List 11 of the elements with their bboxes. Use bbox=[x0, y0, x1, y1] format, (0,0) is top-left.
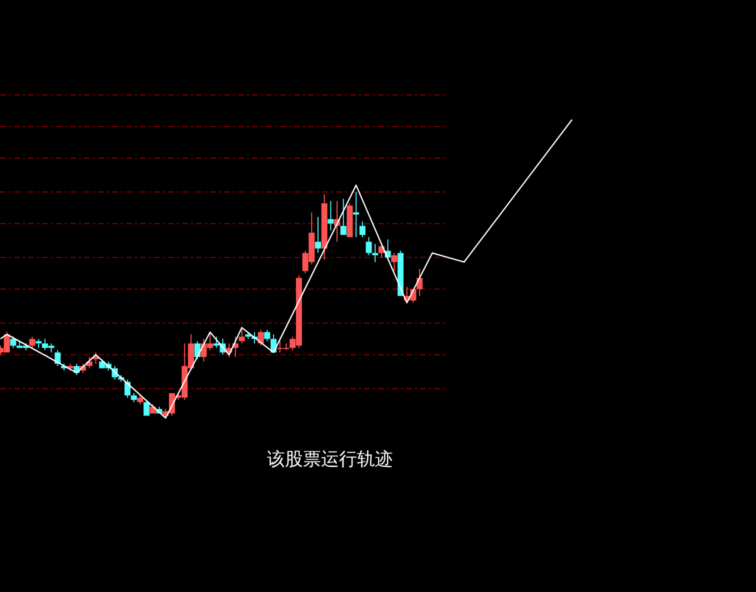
text: 该股票运行轨迹 bbox=[267, 449, 393, 470]
candlestick bbox=[238, 327, 245, 344]
candlestick bbox=[321, 194, 328, 260]
candlestick bbox=[308, 212, 315, 265]
candlestick bbox=[29, 336, 36, 348]
candlestick bbox=[182, 342, 188, 400]
candlestick bbox=[391, 252, 398, 272]
candlestick bbox=[372, 243, 378, 263]
candlestick bbox=[328, 200, 334, 231]
candlestick bbox=[315, 216, 321, 254]
candlestick bbox=[366, 236, 372, 256]
